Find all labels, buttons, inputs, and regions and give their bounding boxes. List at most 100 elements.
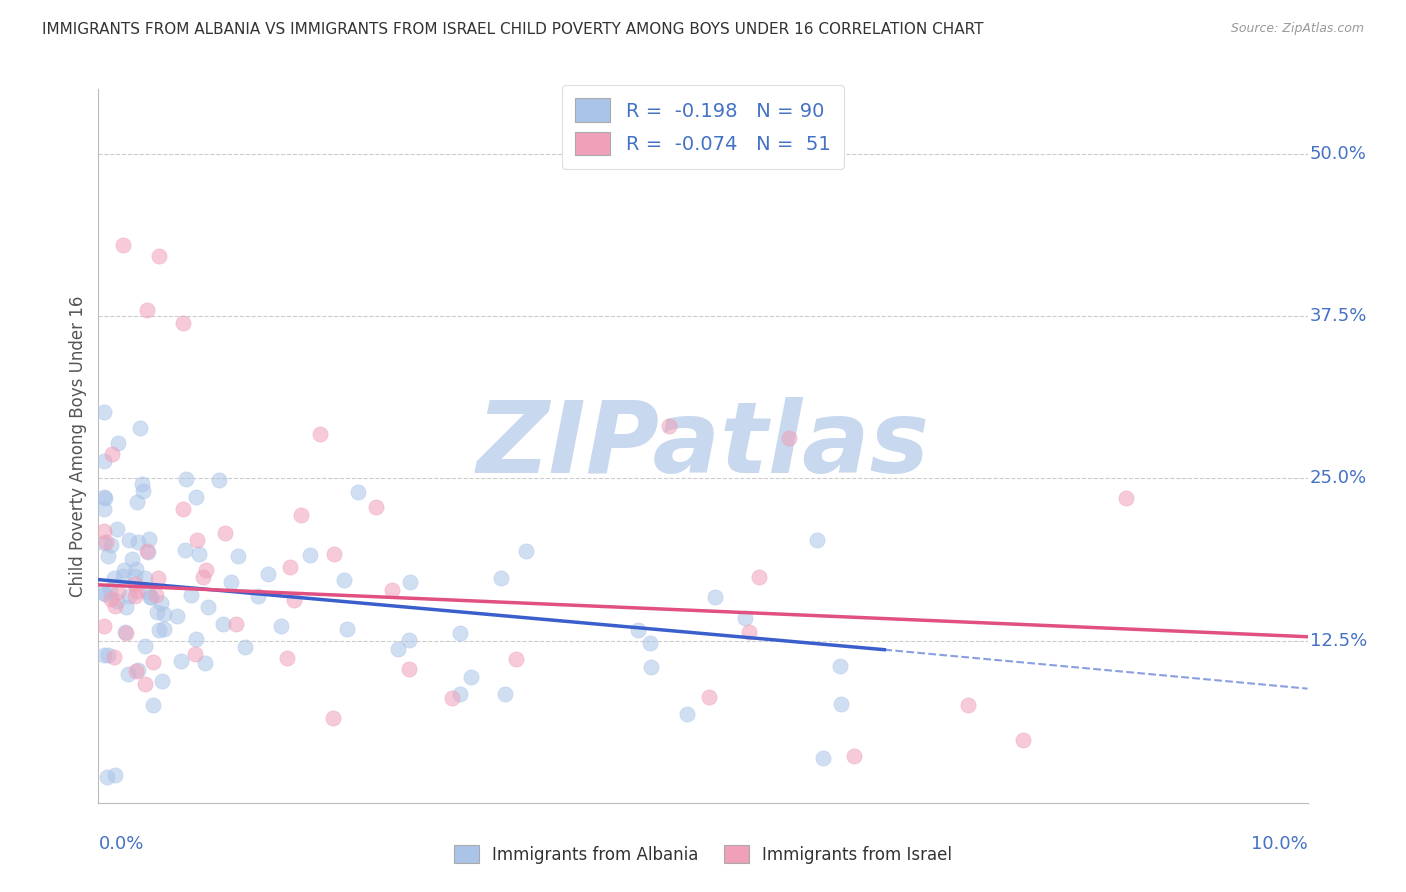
- Point: [146, 605, 169, 619]
- Point: [93, 454, 115, 468]
- Point: [322, 547, 344, 561]
- Point: [97, 648, 120, 663]
- Point: [129, 421, 152, 435]
- Point: [627, 623, 650, 637]
- Point: [197, 599, 219, 614]
- Point: [107, 436, 129, 450]
- Point: [172, 501, 194, 516]
- Text: ZIPatlas: ZIPatlas: [477, 398, 929, 494]
- Point: [184, 632, 207, 647]
- Point: [103, 570, 125, 584]
- Point: [97, 549, 120, 564]
- Point: [127, 583, 149, 598]
- Point: [93, 524, 115, 539]
- Point: [347, 485, 370, 500]
- Point: [813, 751, 835, 765]
- Point: [124, 590, 146, 604]
- Point: [226, 549, 249, 563]
- Point: [364, 500, 387, 514]
- Point: [441, 691, 464, 706]
- Point: [194, 563, 217, 577]
- Point: [460, 670, 482, 684]
- Point: [138, 545, 160, 559]
- Point: [188, 547, 211, 561]
- Point: [105, 522, 128, 536]
- Point: [174, 472, 197, 486]
- Text: 37.5%: 37.5%: [1310, 307, 1368, 326]
- Point: [333, 574, 356, 588]
- Point: [640, 660, 662, 674]
- Point: [398, 575, 420, 590]
- Point: [111, 238, 134, 252]
- Point: [806, 533, 828, 548]
- Point: [828, 659, 851, 673]
- Text: IMMIGRANTS FROM ALBANIA VS IMMIGRANTS FROM ISRAEL CHILD POVERTY AMONG BOYS UNDER: IMMIGRANTS FROM ALBANIA VS IMMIGRANTS FR…: [42, 22, 984, 37]
- Point: [101, 447, 124, 461]
- Point: [93, 405, 115, 419]
- Point: [93, 536, 115, 550]
- Point: [93, 502, 115, 516]
- Point: [135, 544, 157, 558]
- Point: [114, 625, 136, 640]
- Point: [125, 495, 148, 509]
- Point: [93, 619, 115, 633]
- Point: [131, 483, 153, 498]
- Point: [150, 673, 173, 688]
- Point: [124, 577, 146, 591]
- Point: [104, 599, 127, 613]
- Point: [100, 538, 122, 552]
- Point: [125, 664, 148, 678]
- Point: [118, 589, 141, 603]
- Point: [112, 563, 135, 577]
- Point: [104, 767, 127, 781]
- Point: [309, 426, 332, 441]
- Point: [105, 594, 128, 608]
- Point: [103, 650, 125, 665]
- Point: [124, 569, 146, 583]
- Point: [170, 654, 193, 668]
- Point: [172, 316, 194, 330]
- Point: [131, 477, 153, 491]
- Point: [125, 562, 148, 576]
- Point: [489, 571, 512, 585]
- Point: [153, 607, 176, 621]
- Text: 25.0%: 25.0%: [1310, 469, 1367, 487]
- Point: [114, 600, 136, 615]
- Point: [134, 677, 156, 691]
- Point: [93, 490, 115, 504]
- Point: [387, 642, 409, 657]
- Point: [219, 574, 242, 589]
- Point: [134, 571, 156, 585]
- Text: 50.0%: 50.0%: [1310, 145, 1367, 163]
- Point: [138, 532, 160, 546]
- Text: 0.0%: 0.0%: [98, 835, 143, 853]
- Point: [212, 617, 235, 632]
- Point: [675, 707, 697, 722]
- Point: [141, 591, 163, 605]
- Point: [257, 566, 280, 581]
- Point: [956, 698, 979, 712]
- Point: [136, 584, 159, 599]
- Point: [134, 639, 156, 653]
- Point: [398, 633, 420, 648]
- Y-axis label: Child Poverty Among Boys Under 16: Child Poverty Among Boys Under 16: [69, 295, 87, 597]
- Point: [146, 571, 169, 585]
- Point: [1115, 491, 1137, 505]
- Point: [173, 543, 195, 558]
- Point: [139, 590, 162, 604]
- Point: [515, 544, 537, 558]
- Point: [94, 535, 117, 549]
- Point: [184, 490, 207, 504]
- Point: [127, 663, 149, 677]
- Point: [225, 617, 247, 632]
- Point: [194, 656, 217, 670]
- Point: [118, 533, 141, 547]
- Point: [280, 560, 302, 574]
- Point: [247, 589, 270, 603]
- Point: [121, 552, 143, 566]
- Point: [336, 623, 359, 637]
- Point: [734, 611, 756, 625]
- Point: [298, 548, 321, 562]
- Point: [93, 648, 115, 663]
- Point: [778, 431, 800, 445]
